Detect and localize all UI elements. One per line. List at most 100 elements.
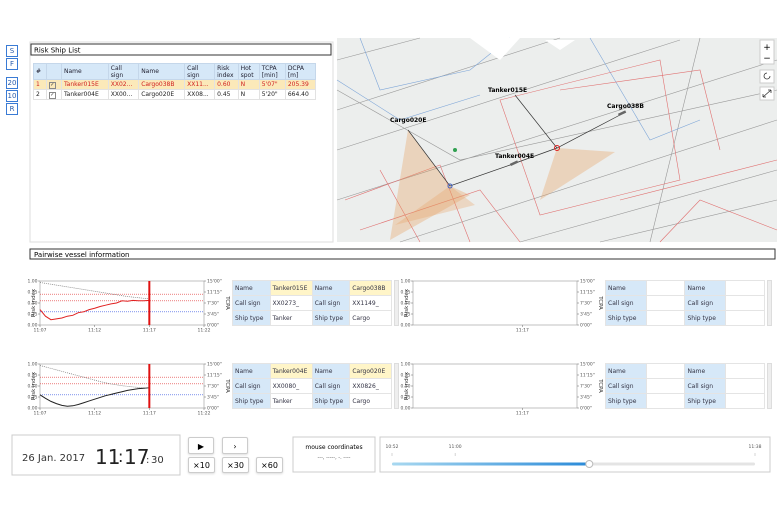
info-value <box>725 363 765 379</box>
checkbox[interactable]: ✓ <box>46 89 62 100</box>
ship-marker <box>453 148 457 152</box>
y2-axis-label: TCPA <box>597 378 603 393</box>
cell: Tanker004E <box>60 89 109 100</box>
y-tick-label: 0.75 <box>400 373 410 379</box>
map: Tanker015E Cargo038B Cargo020E Tanker004… <box>336 37 778 243</box>
risk-row[interactable]: 2 ✓ Tanker004E XX00... Cargo020E XX08... 0.45 N… <box>32 89 317 100</box>
side-button[interactable]: F <box>6 58 18 70</box>
header-cell: Name <box>138 63 186 80</box>
map-bg <box>337 38 777 242</box>
cell: 205.39 <box>284 79 317 90</box>
zoom-in[interactable]: + <box>763 43 771 53</box>
info-value: Cargo038B <box>349 280 392 296</box>
info-value: Cargo020E <box>349 363 392 379</box>
header-cell <box>46 63 62 80</box>
side-button[interactable]: 20 <box>6 77 18 89</box>
speed-button[interactable]: ×60 <box>256 457 283 473</box>
y2-axis-label: TCPA <box>224 378 230 393</box>
vessel-info-table: Name Name Call sign Call sign Ship type Ship … <box>605 363 765 409</box>
y-axis-label: Risk index <box>31 288 37 317</box>
risk-row[interactable]: 1 ✓ Tanker015E XX02... Cargo038B XX11... 0.60 N… <box>32 79 317 90</box>
timeline-progress <box>392 462 590 466</box>
info-value <box>645 310 686 326</box>
checkbox[interactable]: ✓ <box>46 79 62 90</box>
y2-tick-label: 7'30" <box>207 301 219 307</box>
y-tick-label: 1.00 <box>27 362 37 368</box>
info-value: Tanker <box>269 393 313 409</box>
info-label: Call sign <box>684 295 727 311</box>
info-label: Name <box>684 363 727 379</box>
side-button[interactable]: S <box>6 45 18 57</box>
scrollbar <box>394 363 399 409</box>
timeline-tick-label: 11:00 <box>449 444 462 450</box>
header-cell: DCPA [m] <box>284 63 317 80</box>
y-tick-label: 0.25 <box>400 312 410 318</box>
x-tick-label: 11:12 <box>88 411 101 417</box>
y-tick-label: 0.75 <box>27 290 37 296</box>
info-value <box>645 378 686 394</box>
info-label: Ship type <box>311 393 351 409</box>
speed-button[interactable]: ×30 <box>222 457 249 473</box>
info-label: Name <box>605 280 647 296</box>
plot-frame <box>412 363 578 409</box>
zoom-out[interactable]: − <box>763 54 771 64</box>
side-button[interactable]: R <box>6 103 18 115</box>
cell: Cargo038B <box>138 79 186 90</box>
plot-frame <box>39 280 205 326</box>
cell: 5'07" <box>258 79 286 90</box>
reset-button[interactable] <box>759 69 775 84</box>
step-button[interactable]: › <box>222 437 248 454</box>
y2-axis-label: TCPA <box>597 295 603 310</box>
y-tick-label: 0.50 <box>400 301 410 307</box>
info-value: Tanker <box>269 310 313 326</box>
cell: 1 <box>32 79 48 90</box>
track <box>514 94 558 149</box>
timeline-tick-label: 11:38 <box>749 444 762 450</box>
info-label: Name <box>232 363 271 379</box>
y2-tick-label: 3'45" <box>207 312 219 318</box>
info-row: Call sign Call sign <box>605 295 765 311</box>
info-value <box>725 378 765 394</box>
y2-tick-label: 7'30" <box>207 384 219 390</box>
clock-sep: : <box>146 455 149 466</box>
ship-label: Cargo038B <box>607 103 644 110</box>
vessel-info-table: Name Tanker004E Name Cargo020E Call sign XX00… <box>232 363 392 409</box>
y-tick-label: 0.00 <box>400 323 410 329</box>
x-tick-label: 11:22 <box>198 328 211 334</box>
x-tick-label: 11:12 <box>88 328 101 334</box>
ship-marker <box>554 145 560 151</box>
cell: N <box>237 89 260 100</box>
y-axis-label: Risk index <box>404 288 410 317</box>
speed-button[interactable]: ×10 <box>188 457 215 473</box>
ship <box>509 160 519 167</box>
zoom-control[interactable] <box>759 39 775 65</box>
y2-tick-label: 3'45" <box>580 312 592 318</box>
y2-tick-label: 15'00" <box>580 362 595 368</box>
series-line <box>39 299 150 321</box>
info-value: XX0080_ <box>269 378 313 394</box>
ship-label: Cargo020E <box>390 117 426 124</box>
info-value <box>725 280 765 296</box>
ship-label: Tanker004E <box>495 153 534 160</box>
header-cell: Name <box>60 63 109 80</box>
y-tick-label: 0.50 <box>27 301 37 307</box>
y2-tick-label: 11'15" <box>207 290 222 296</box>
cell: XX11... <box>184 79 216 90</box>
ship-label: Tanker015E <box>488 87 527 94</box>
clock-sep: : <box>118 447 123 466</box>
mouse-box <box>292 436 376 473</box>
pairwise-title: Pairwise vessel information <box>34 251 130 259</box>
timeline-knob[interactable] <box>585 460 594 468</box>
info-label: Name <box>605 363 647 379</box>
land <box>470 38 575 60</box>
info-value: XX0273_ <box>269 295 313 311</box>
y2-tick-label: 3'45" <box>207 395 219 401</box>
play-button[interactable]: ▶ <box>188 437 214 454</box>
cell: 0.45 <box>214 89 239 100</box>
side-button[interactable]: 10 <box>6 90 18 102</box>
map-lanes <box>336 37 778 243</box>
series-line <box>39 387 150 407</box>
x-tick-label: 11:22 <box>198 411 211 417</box>
pairwise-title-bar <box>29 248 776 260</box>
info-row: Call sign Call sign <box>605 378 765 394</box>
